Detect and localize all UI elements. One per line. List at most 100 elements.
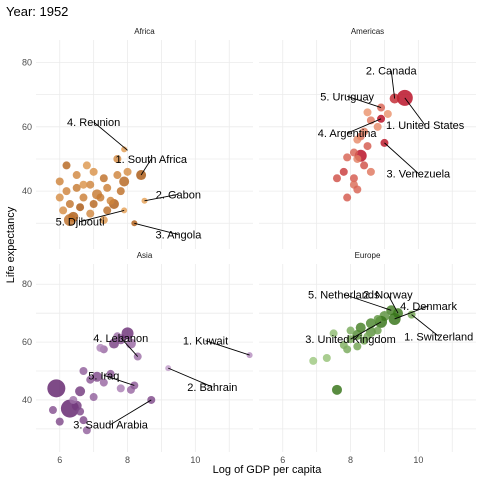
label-leader-line <box>134 222 179 235</box>
gridlines <box>259 264 476 452</box>
y-tick-label: 40 <box>22 395 32 405</box>
data-point <box>373 122 382 131</box>
point-label: 5. Netherlands <box>308 289 380 301</box>
data-point <box>113 171 122 180</box>
point-label: 4. Reunion <box>67 117 120 129</box>
data-point <box>92 371 103 382</box>
point-label: 1. South Africa <box>116 154 188 166</box>
data-point <box>89 167 98 176</box>
data-point <box>82 426 91 435</box>
data-point <box>79 180 88 189</box>
point-label: 4. Denmark <box>400 301 457 313</box>
data-point <box>79 193 88 202</box>
label-leader-line <box>110 399 152 425</box>
point-label: 2. Norway <box>363 289 413 301</box>
label-leader-line <box>387 294 399 314</box>
facet-asia: Asia 40 60 80 6 8 10 4. Lebanon 1. Kuwait 5. Iraq… <box>22 251 253 465</box>
data-point <box>62 187 71 196</box>
facet-americas: Americas 2. Canada 5. Uruguay 1. United Sta… <box>259 27 476 249</box>
label-leader-line <box>205 340 250 356</box>
label-leader-line <box>168 367 213 388</box>
data-point <box>353 154 362 163</box>
data-point <box>349 174 358 183</box>
data-point <box>383 109 392 118</box>
point-labels: 4. Lebanon 1. Kuwait 5. Iraq 2. Bahrain 3. S… <box>73 333 250 432</box>
gridlines <box>36 264 253 452</box>
label-leader-line <box>346 118 382 134</box>
data-point <box>346 326 355 335</box>
data-point <box>353 135 362 144</box>
data-point <box>363 108 372 117</box>
data-point <box>69 395 78 404</box>
label-leader-line <box>390 70 396 99</box>
data-point <box>47 379 66 398</box>
point-label: 3. Saudi Arabia <box>73 420 148 432</box>
data-point <box>79 416 88 425</box>
data-point <box>76 203 85 212</box>
point-labels: 2. Canada 5. Uruguay 1. United States 4. Ar… <box>318 66 465 181</box>
point-label: 1. Switzerland <box>404 331 473 343</box>
gridlines <box>36 40 253 249</box>
x-tick-label: 6 <box>57 455 62 465</box>
data-point <box>72 183 81 192</box>
data-point <box>79 367 88 376</box>
label-leader-line <box>343 293 392 311</box>
plot-title: Year: 1952 <box>6 4 68 19</box>
data-point <box>331 384 342 395</box>
point-label: 3. Venezuela <box>387 168 451 180</box>
label-leader-line <box>411 314 439 337</box>
data-point <box>96 343 105 352</box>
point-label: 2. Bahrain <box>187 382 237 394</box>
data-point <box>373 314 382 323</box>
data-points <box>309 305 416 395</box>
data-point <box>332 174 341 183</box>
data-point <box>349 148 358 157</box>
data-point <box>329 329 338 338</box>
data-point <box>103 206 112 215</box>
data-point <box>121 327 134 340</box>
gridlines <box>259 40 476 249</box>
data-point <box>72 171 81 180</box>
point-label: 1. Kuwait <box>183 336 228 348</box>
data-point <box>343 193 352 202</box>
label-leader-line <box>404 97 426 126</box>
point-label: 2. Canada <box>366 66 418 78</box>
data-points <box>332 89 413 202</box>
point-label: 3. United Kingdom <box>305 334 396 346</box>
data-point <box>116 384 125 393</box>
data-point <box>62 161 71 170</box>
data-point <box>89 199 98 208</box>
data-point <box>113 332 122 341</box>
data-point <box>59 206 68 215</box>
y-tick-label: 40 <box>22 186 32 196</box>
data-point <box>103 183 112 192</box>
data-point <box>55 177 64 186</box>
point-label: 3. Angola <box>155 230 202 242</box>
y-tick-label: 80 <box>22 58 32 68</box>
data-point <box>366 167 375 176</box>
data-point <box>106 196 115 205</box>
y-tick-label: 60 <box>22 337 32 347</box>
data-point <box>121 146 128 153</box>
data-point <box>373 326 382 335</box>
data-point <box>113 154 122 163</box>
point-label: 4. Argentina <box>318 128 378 140</box>
label-leader-line <box>93 121 128 151</box>
facet-strip-label: Europe <box>355 251 381 260</box>
data-point <box>363 142 372 151</box>
data-point <box>99 378 108 387</box>
data-point <box>339 167 348 176</box>
data-point <box>309 356 318 365</box>
label-leader-line <box>384 142 419 174</box>
data-point <box>99 174 108 183</box>
x-tick-label: 6 <box>280 455 285 465</box>
data-point <box>55 193 64 202</box>
data-point <box>360 127 369 136</box>
data-point <box>63 214 76 227</box>
label-leader-line <box>120 337 139 357</box>
data-point <box>55 417 64 426</box>
data-point <box>86 209 95 218</box>
y-axis-title: Life expectancy <box>5 206 17 283</box>
data-point <box>76 407 85 416</box>
